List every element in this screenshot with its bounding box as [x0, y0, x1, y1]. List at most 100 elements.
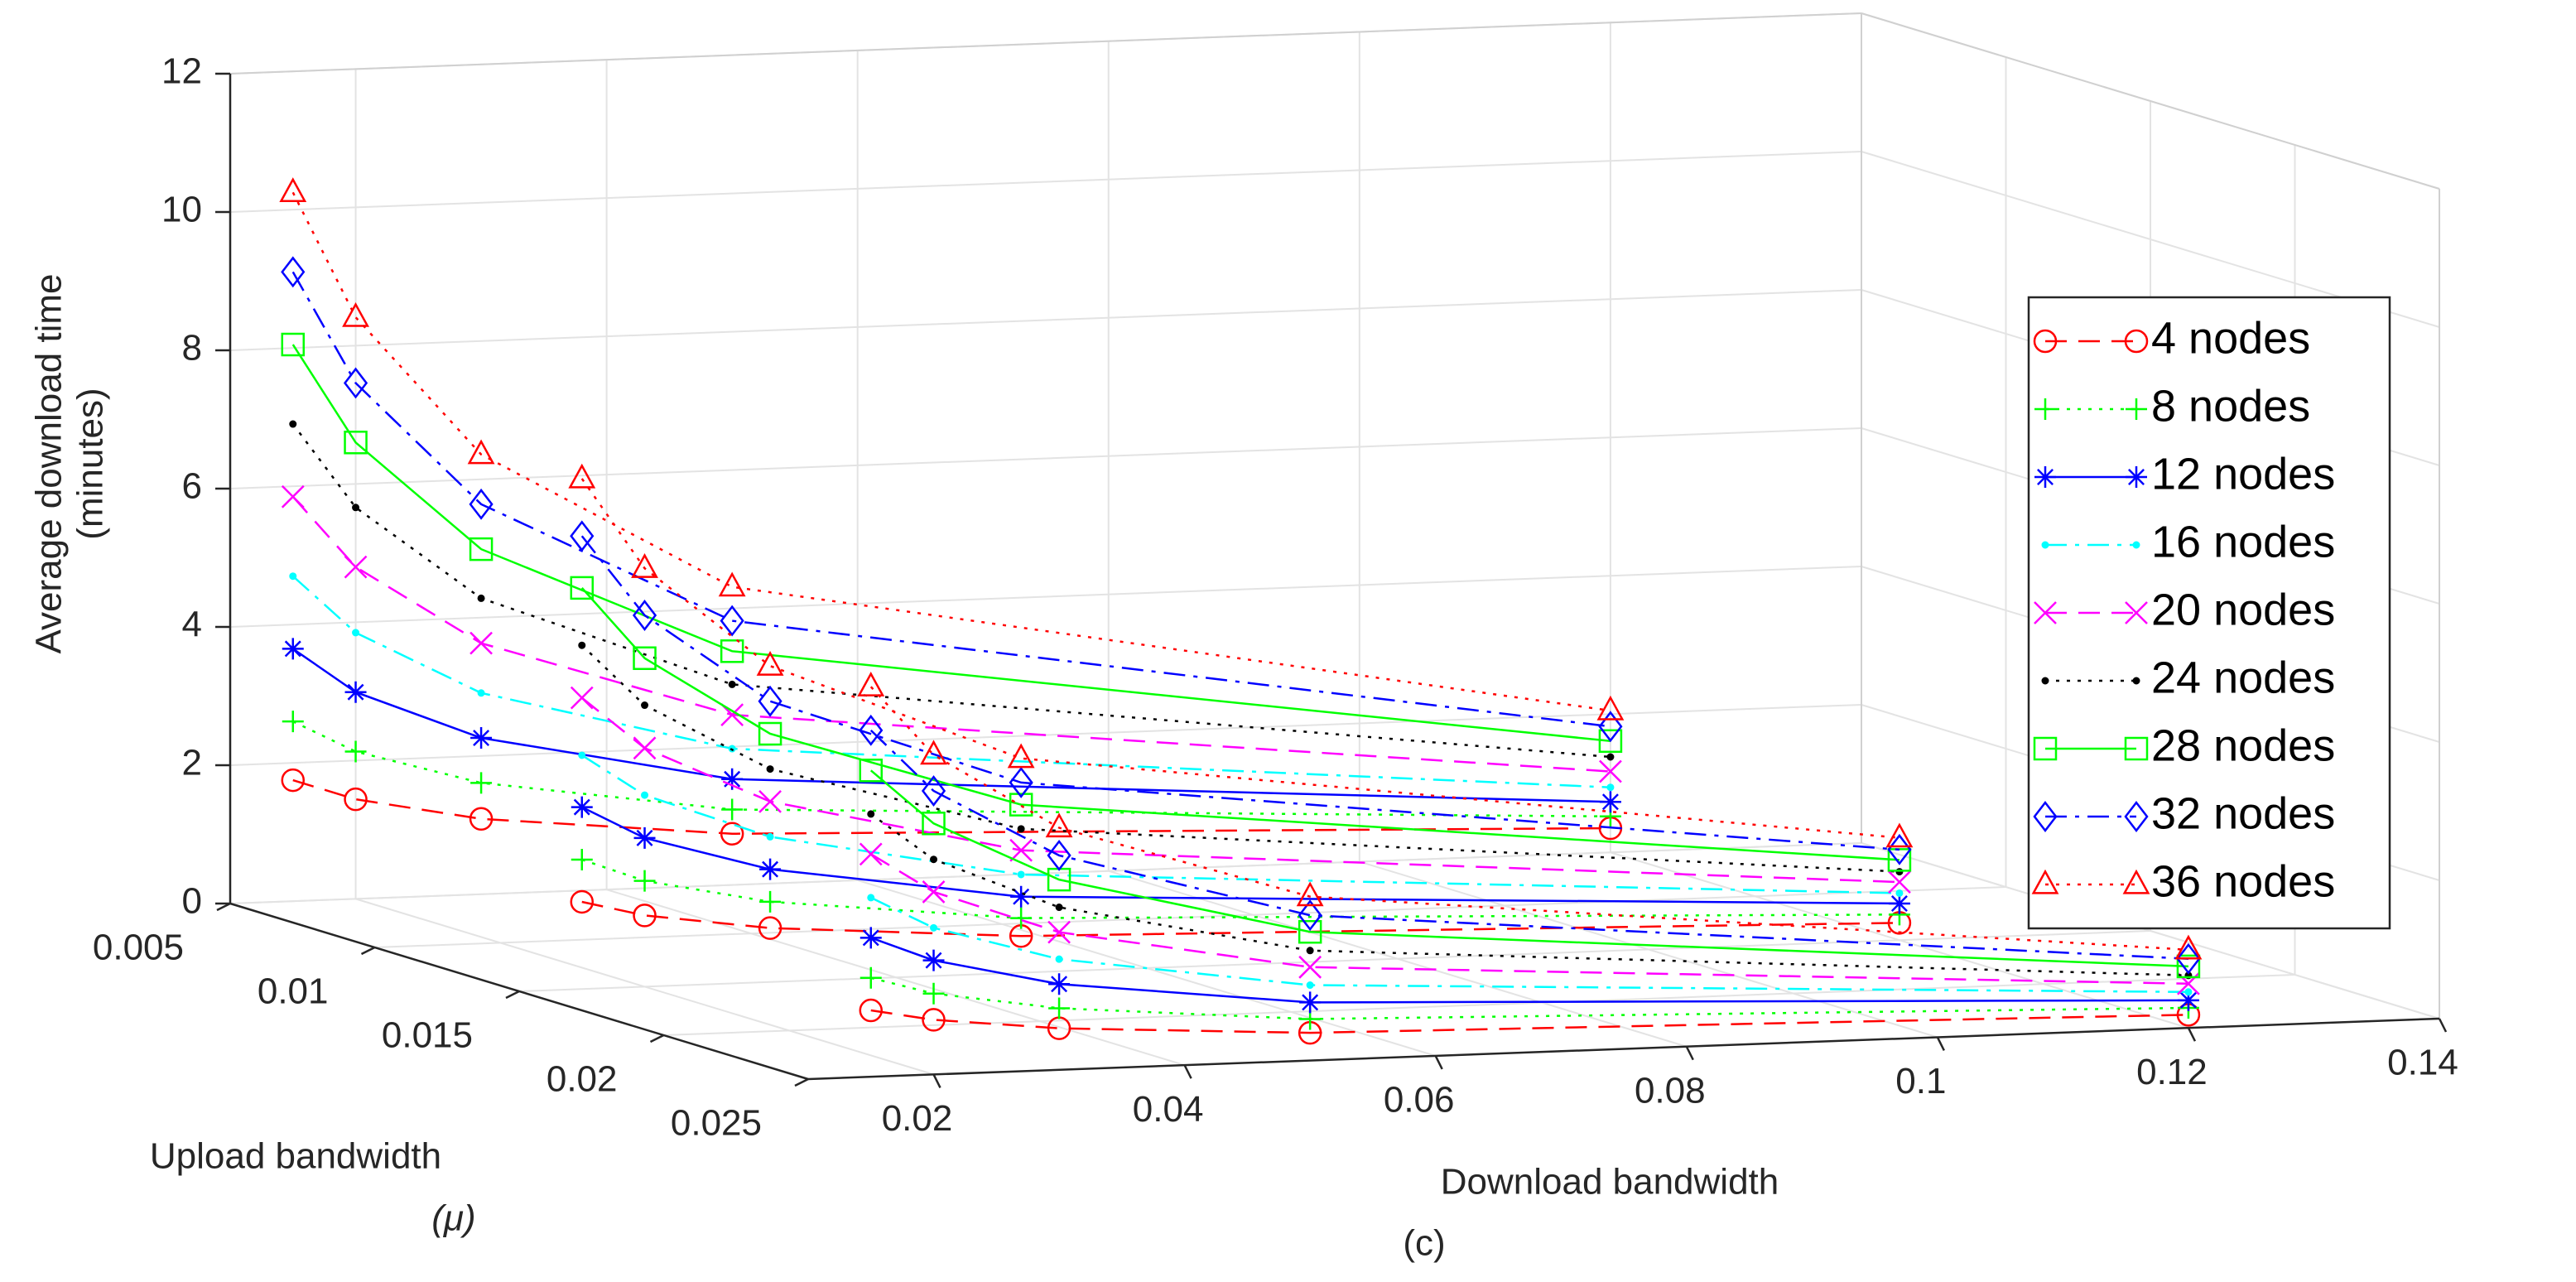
marker — [343, 367, 368, 399]
grid-line — [229, 289, 1862, 351]
marker — [578, 751, 586, 759]
marker — [477, 689, 485, 697]
marker — [570, 520, 595, 552]
grid-line — [229, 151, 1862, 213]
y-tick — [360, 946, 376, 956]
legend-label: 8 nodes — [2151, 381, 2310, 431]
series-line — [580, 535, 1900, 851]
marker — [766, 765, 774, 774]
y-tick — [216, 902, 231, 912]
marker — [859, 842, 883, 866]
marker — [344, 555, 368, 579]
marker — [1599, 791, 1621, 813]
marker — [2034, 398, 2056, 420]
marker — [930, 923, 938, 932]
marker — [922, 812, 946, 836]
x-tick — [1685, 1046, 1694, 1061]
marker — [922, 880, 946, 904]
box-edge — [229, 12, 1862, 75]
marker — [1606, 783, 1615, 792]
marker — [633, 646, 657, 671]
marker — [281, 256, 306, 288]
marker — [2033, 801, 2058, 832]
y-tick-label: 0.025 — [671, 1103, 762, 1144]
x-tick-label: 0.06 — [1384, 1080, 1455, 1121]
y-tick-label: 0.01 — [258, 971, 329, 1012]
axes: 0 2 4 6 8 10 12 0.005 0.01 0.015 0.02 0.025 0.02 0.04… — [93, 51, 2458, 1144]
marker — [922, 949, 945, 971]
z-tick-label: 0 — [182, 881, 202, 922]
legend: 4 nodes 8 nodes 12 nodes 16 nodes 20 nodes 24… — [2027, 296, 2391, 930]
marker — [289, 420, 297, 428]
marker — [477, 594, 485, 602]
marker — [1888, 892, 1910, 914]
marker — [1055, 904, 1063, 912]
marker — [1598, 729, 1623, 754]
marker — [1010, 885, 1033, 908]
marker — [857, 672, 885, 696]
marker — [470, 772, 493, 794]
legend-label: 28 nodes — [2151, 721, 2335, 770]
grid-line — [229, 427, 1862, 489]
y-tick — [649, 1034, 665, 1043]
series-line — [581, 858, 1899, 919]
series-line — [291, 271, 1611, 728]
z-axis-label: (minutes) — [70, 388, 111, 539]
marker — [766, 832, 774, 841]
marker — [859, 714, 884, 746]
marker — [1047, 839, 1071, 871]
marker — [570, 686, 594, 710]
x-tick-label: 0.08 — [1635, 1070, 1706, 1111]
marker — [2124, 736, 2149, 761]
grid-line — [518, 930, 2151, 992]
marker — [1885, 822, 1914, 848]
series-line — [869, 729, 2188, 960]
marker — [1048, 973, 1071, 995]
marker — [1055, 955, 1063, 963]
marker — [759, 858, 782, 880]
marker — [2174, 934, 2203, 960]
x-axis — [807, 1017, 2440, 1081]
marker — [633, 904, 657, 928]
z-axis-label: Average download time — [29, 273, 70, 653]
z-tick-label: 2 — [182, 743, 202, 783]
marker — [921, 775, 946, 807]
series-line — [291, 191, 1611, 712]
marker — [352, 504, 360, 512]
marker — [758, 685, 782, 717]
marker — [282, 638, 304, 660]
marker — [2031, 869, 2059, 894]
series-line — [580, 587, 1900, 861]
marker — [1017, 870, 1025, 879]
marker — [859, 998, 884, 1023]
series — [281, 256, 2201, 975]
caption: (c) — [1403, 1223, 1445, 1264]
grid-line — [229, 566, 1862, 628]
marker — [867, 894, 875, 902]
marker — [859, 966, 882, 989]
marker — [2132, 541, 2140, 549]
marker — [281, 484, 305, 508]
z-tick-label: 12 — [161, 51, 202, 92]
series-line — [870, 1009, 2188, 1034]
marker — [2122, 869, 2150, 894]
marker — [758, 721, 782, 746]
y-axis-label: (μ) — [431, 1198, 475, 1239]
z-tick-label: 8 — [182, 328, 202, 369]
z-tick-label: 10 — [161, 190, 202, 230]
marker — [469, 537, 494, 561]
marker — [1306, 947, 1314, 955]
marker — [930, 855, 938, 864]
marker — [344, 431, 368, 455]
marker — [1887, 833, 1912, 865]
marker — [2034, 466, 2056, 488]
x-tick — [932, 1073, 941, 1088]
marker — [470, 727, 493, 749]
marker — [469, 631, 493, 655]
marker — [342, 301, 369, 327]
x-tick — [2187, 1027, 2197, 1042]
marker — [1048, 997, 1071, 1019]
marker — [721, 768, 744, 790]
y-tick-label: 0.005 — [93, 928, 184, 968]
